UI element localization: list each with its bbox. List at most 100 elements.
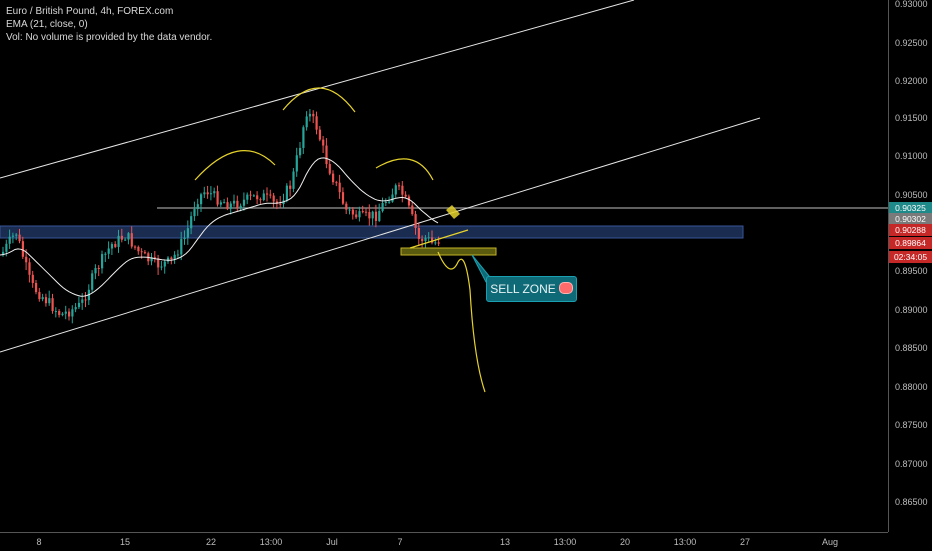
candle-body — [18, 234, 21, 242]
candle-body — [229, 203, 232, 209]
candle-body — [107, 248, 110, 254]
price-tick-label: 0.88000 — [895, 382, 928, 392]
candle-body — [124, 239, 127, 241]
candle-body — [275, 201, 279, 204]
candle-body — [407, 196, 411, 206]
face-icon — [558, 282, 573, 294]
candle-body — [114, 244, 117, 247]
candle-body — [25, 256, 28, 263]
candle-body — [61, 313, 64, 315]
candle-body — [365, 211, 368, 213]
price-badge: 0.90288 — [889, 224, 932, 236]
candle-body — [38, 292, 41, 300]
candle-body — [414, 214, 417, 229]
candle-body — [256, 195, 259, 200]
candle-body — [28, 262, 31, 275]
volume-legend[interactable]: Vol: No volume is provided by the data v… — [6, 32, 213, 43]
price-tick-label: 0.89000 — [895, 305, 928, 315]
candle-body — [140, 251, 143, 253]
candle-body — [421, 238, 424, 242]
candle-body — [31, 274, 34, 283]
candle-body — [84, 299, 87, 301]
candle-body — [252, 195, 255, 197]
candle-body — [242, 199, 246, 206]
price-tick-label: 0.88500 — [895, 343, 928, 353]
symbol-legend[interactable]: Euro / British Pound, 4h, FOREX.com — [6, 6, 174, 17]
candle-body — [81, 299, 84, 303]
candle-body — [315, 116, 318, 130]
candle-body — [424, 237, 427, 242]
price-badge: 0.90302 — [889, 213, 932, 225]
price-tick-label: 0.90500 — [895, 190, 928, 200]
price-tick-label: 0.93000 — [895, 0, 928, 9]
candle-body — [8, 236, 11, 244]
neckline — [409, 229, 469, 249]
candle-body — [417, 228, 420, 239]
candle-body — [378, 211, 381, 221]
candle-body — [15, 234, 18, 236]
candle-body — [335, 182, 338, 184]
price-badge: 0.90325 — [889, 202, 932, 214]
candle-body — [213, 191, 216, 194]
candle-body — [58, 311, 61, 315]
ema-legend[interactable]: EMA (21, close, 0) — [6, 19, 88, 30]
price-badge: 02:34:05 — [889, 251, 932, 263]
candle-body — [153, 257, 156, 259]
candle-body — [384, 201, 387, 203]
drawing-marker — [446, 205, 460, 219]
candle-body — [434, 242, 437, 244]
time-axis[interactable]: 8 15 22 13:00 Jul 7 13 13:00 20 13:00 27 Aug — [0, 532, 888, 551]
candle-body — [157, 258, 160, 268]
candle-body — [289, 185, 292, 189]
candle-body — [381, 202, 384, 212]
candle-body — [203, 192, 206, 195]
price-axis[interactable]: 0.93000 0.92500 0.92000 0.91500 0.91000 0.905… — [888, 0, 932, 532]
candle-body — [355, 214, 358, 218]
channel-lower-line — [0, 117, 761, 353]
time-tick-label: 13:00 — [673, 537, 697, 547]
price-tick-label: 0.91500 — [895, 113, 928, 123]
candle-body — [200, 194, 203, 205]
sell-zone-label: SELL ZONE — [490, 282, 556, 296]
candle-body — [269, 194, 272, 196]
candle-body — [272, 195, 275, 202]
candle-body — [193, 209, 196, 217]
candle-body — [308, 113, 312, 117]
candle-body — [180, 239, 183, 255]
candle-body — [44, 297, 48, 304]
candle-body — [404, 194, 407, 197]
candle-body — [285, 185, 288, 201]
candle-body — [117, 235, 120, 247]
candle-body — [190, 216, 193, 229]
price-tick-label: 0.91000 — [895, 151, 928, 161]
time-tick-label: 22 — [205, 537, 217, 547]
price-tick-label: 0.92500 — [895, 38, 928, 48]
candle-body — [361, 211, 364, 213]
candle-body — [437, 242, 440, 244]
candle-body — [358, 211, 361, 218]
candle-body — [186, 228, 189, 238]
candle-body — [246, 194, 249, 200]
candle-body — [411, 205, 414, 215]
candle-body — [134, 246, 137, 248]
candle-body — [130, 233, 133, 247]
candle-body — [110, 244, 114, 249]
candle-body — [170, 257, 173, 260]
candle-body — [209, 193, 213, 195]
time-tick-label: 13:00 — [553, 537, 577, 547]
candle-body — [295, 155, 298, 172]
candle-body — [394, 185, 397, 195]
time-tick-label: 20 — [619, 537, 631, 547]
candle-body — [348, 209, 351, 211]
sell-zone-callout[interactable]: SELL ZONE — [486, 276, 577, 302]
candle-body — [312, 113, 315, 117]
candle-body — [374, 211, 378, 221]
candle-body — [167, 257, 170, 262]
candle-body — [120, 235, 123, 240]
candle-body — [305, 116, 308, 128]
candle-body — [351, 209, 354, 215]
candle-body — [143, 252, 147, 254]
projection-curve — [437, 251, 486, 393]
